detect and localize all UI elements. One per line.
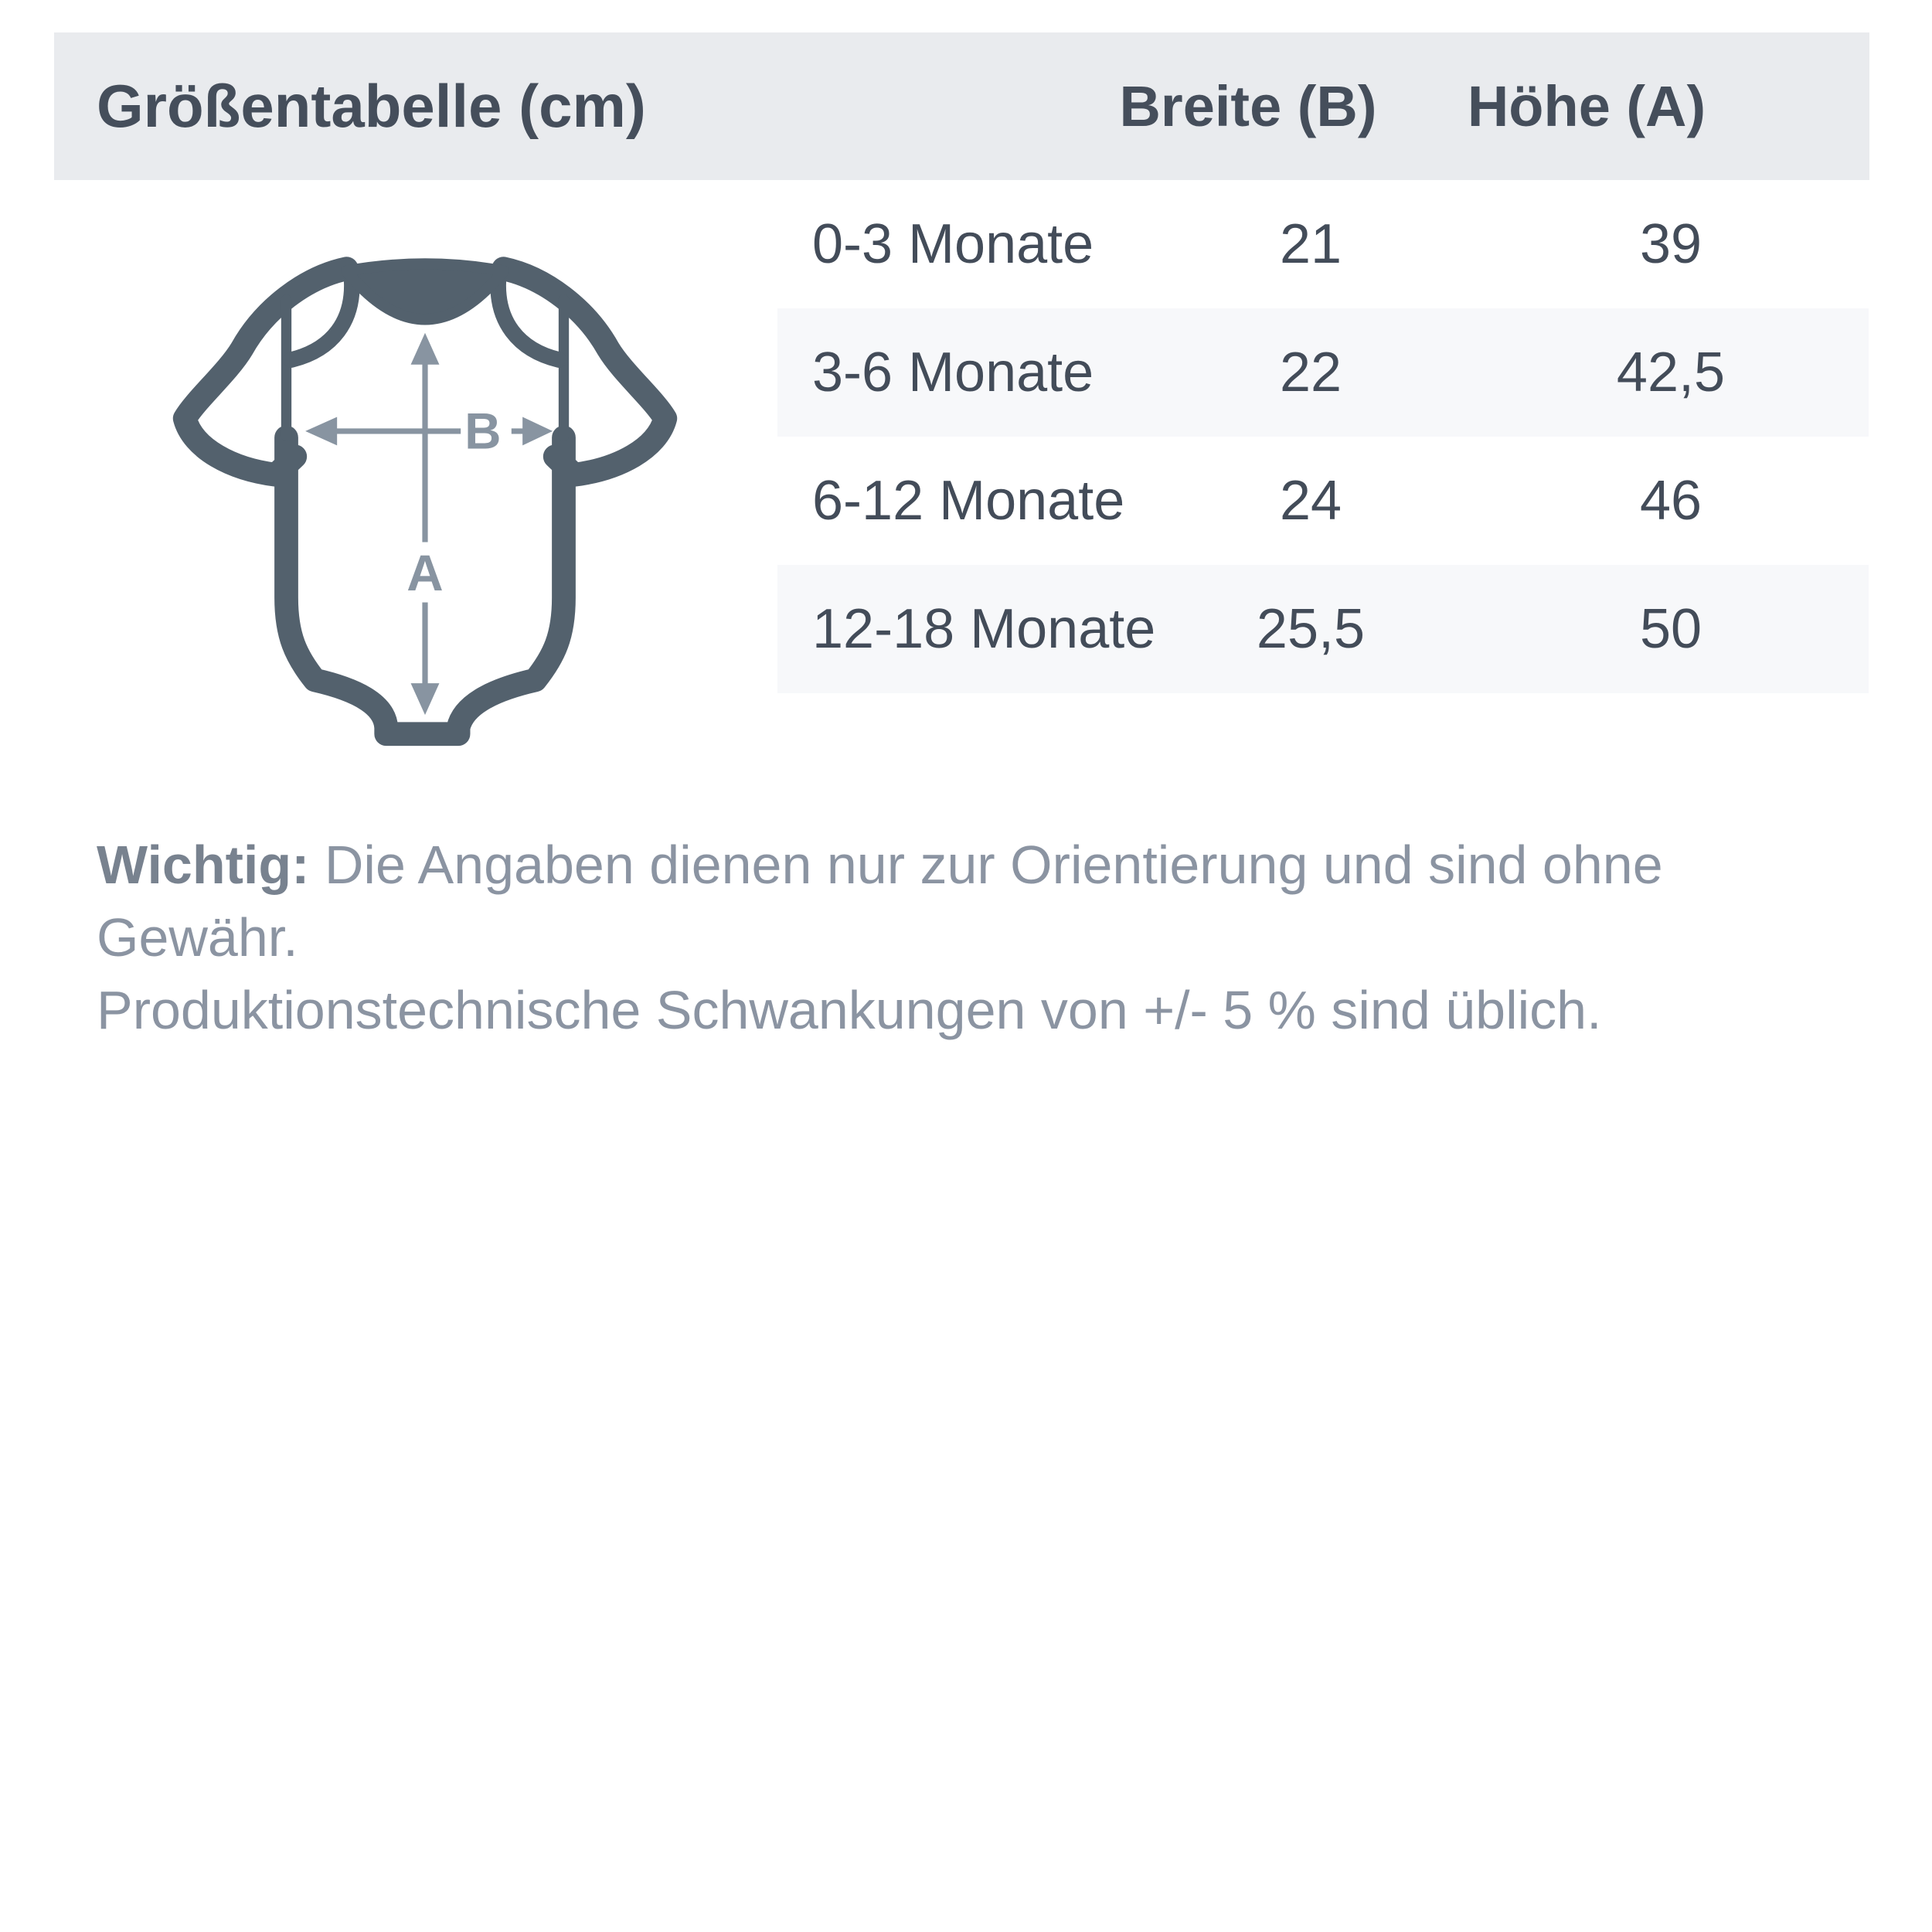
width-value-cell: 25,5 [1256,598,1366,660]
height-value-cell: 50 [1639,598,1702,660]
size-label-cell: 6-12 Monate [812,470,1125,532]
collar [341,258,509,325]
table-row: 3-6 Monate 22 42,5 [777,308,1869,437]
table-row: 12-18 Monate 25,5 50 [777,565,1869,693]
width-value-cell: 22 [1279,342,1342,403]
column-header-width: Breite (B) [1119,74,1377,138]
table-row: 0-3 Monate 21 39 [777,180,1869,308]
disclaimer-note: Wichtig: Die Angaben dienen nur zur Orie… [97,828,1874,1046]
arrow-right-icon [522,417,553,446]
size-label-cell: 0-3 Monate [812,213,1094,275]
width-value-cell: 21 [1279,213,1342,275]
disclaimer-lead: Wichtig: [97,835,310,895]
size-label-cell: 3-6 Monate [812,342,1094,403]
table-row: 6-12 Monate 24 46 [777,437,1869,565]
width-label: B [464,403,501,459]
arrow-up-icon [410,332,440,365]
measurement-lines [334,361,526,687]
disclaimer-line-1: Wichtig: Die Angaben dienen nur zur Orie… [97,828,1874,974]
disclaimer-text-1: Die Angaben dienen nur zur Orientierung … [97,835,1663,968]
width-value-cell: 24 [1279,470,1342,532]
size-table: 0-3 Monate 21 39 3-6 Monate 22 42,5 6-12… [777,180,1869,693]
armhole-seam-lines [281,294,570,441]
column-header-height: Höhe (A) [1467,74,1706,138]
envelope-shoulder-folds [283,266,567,368]
size-chart-header: Größentabelle (cm) Breite (B) Höhe (A) [54,32,1869,180]
height-value-cell: 46 [1639,470,1702,532]
height-label: A [406,545,443,601]
size-label-cell: 12-18 Monate [812,598,1156,660]
height-value-cell: 39 [1639,213,1702,275]
arrow-down-icon [410,683,440,716]
arrow-left-icon [305,417,338,446]
size-chart-title: Größentabelle (cm) [97,72,646,140]
baby-bodysuit-diagram: A B [172,257,678,747]
bodysuit-outline [172,257,678,747]
disclaimer-line-2: Produktionstechnische Schwankungen von +… [97,980,1602,1040]
measurement-arrowheads: A B [305,332,553,716]
height-value-cell: 42,5 [1616,342,1726,403]
